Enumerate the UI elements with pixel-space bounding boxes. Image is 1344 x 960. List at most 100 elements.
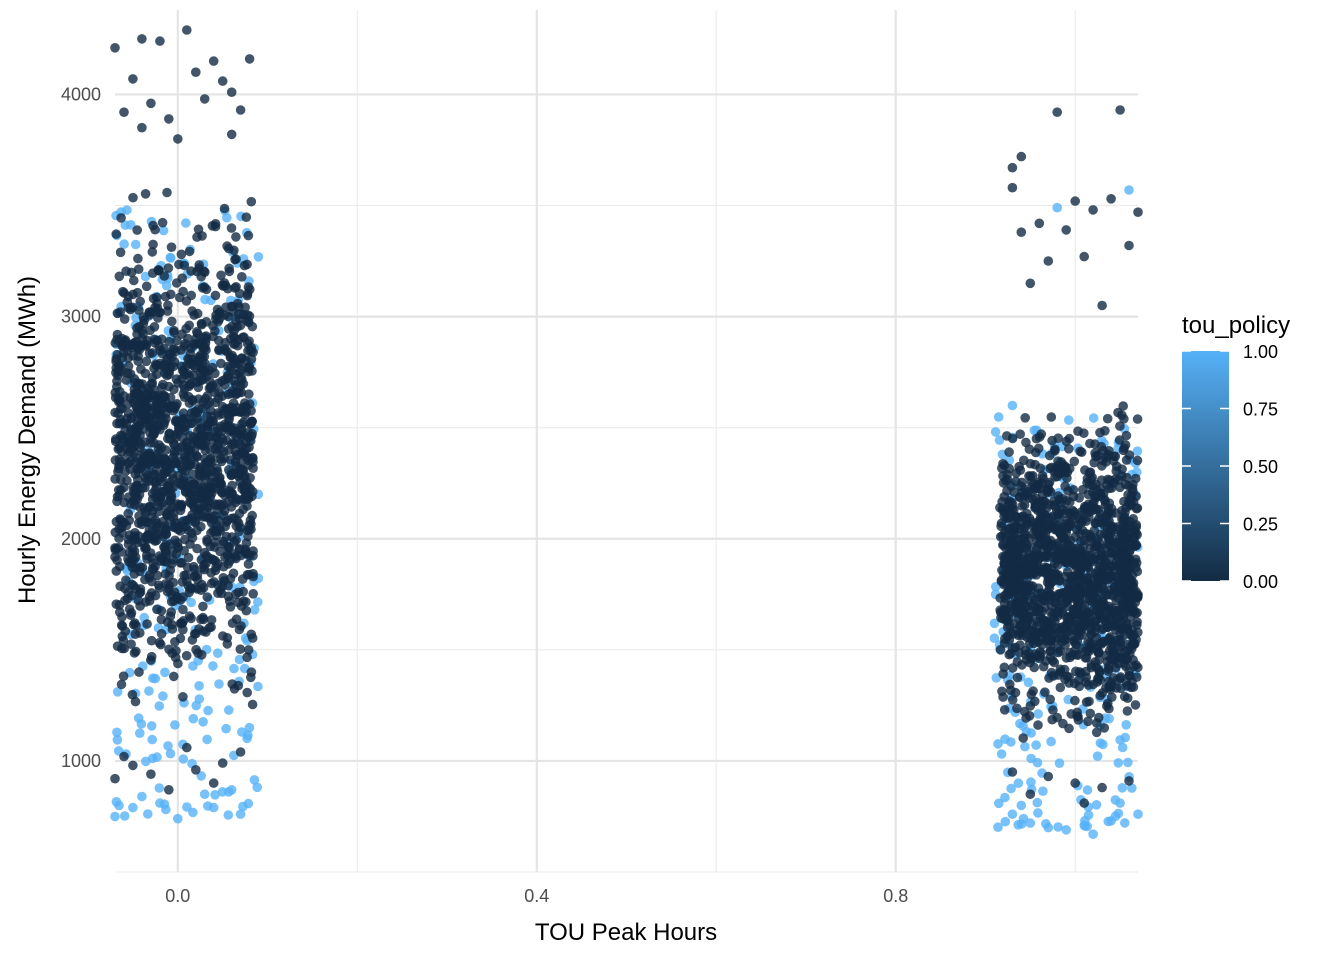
scatter-point-policy-0 — [161, 548, 171, 558]
scatter-point-policy-1 — [173, 813, 183, 824]
scatter-point-policy-0 — [227, 679, 237, 689]
scatter-point-policy-0 — [173, 478, 184, 488]
scatter-point-policy-0 — [1052, 623, 1062, 633]
scatter-point-policy-0 — [161, 414, 171, 424]
scatter-point-policy-0 — [1064, 444, 1074, 454]
scatter-point-policy-0 — [180, 534, 190, 545]
scatter-point-policy-0 — [1103, 664, 1114, 674]
scatter-point-policy-0 — [166, 289, 176, 300]
scatter-point-policy-0 — [116, 213, 126, 223]
scatter-point-policy-0 — [1099, 723, 1110, 733]
scatter-point-policy-0 — [185, 348, 196, 359]
scatter-point-policy-0 — [1127, 632, 1138, 642]
scatter-point-policy-0 — [146, 635, 157, 646]
scatter-point-policy-0 — [110, 43, 120, 53]
scatter-point-policy-0 — [1025, 278, 1036, 289]
scatter-point-policy-0 — [174, 500, 184, 511]
scatter-point-policy-0 — [220, 521, 230, 532]
scatter-point-policy-0 — [1025, 701, 1036, 711]
scatter-point-policy-0 — [208, 380, 218, 391]
scatter-point-policy-0 — [231, 553, 241, 564]
scatter-point-policy-0 — [1118, 514, 1129, 525]
scatter-point-policy-0 — [1027, 619, 1038, 630]
scatter-point-policy-0 — [1061, 436, 1072, 447]
legend-tick-label: 0.00 — [1243, 572, 1278, 592]
scatter-point-policy-0 — [1130, 554, 1141, 565]
legend-title: tou_policy — [1182, 312, 1290, 339]
scatter-point-policy-0 — [117, 433, 128, 444]
scatter-point-policy-0 — [1015, 429, 1025, 440]
scatter-point-policy-0 — [167, 619, 177, 630]
scatter-point-policy-0 — [1120, 479, 1131, 490]
scatter-point-policy-0 — [175, 633, 186, 644]
scatter-point-policy-0 — [1086, 533, 1097, 543]
scatter-point-policy-1 — [137, 791, 147, 802]
scatter-point-policy-0 — [132, 480, 142, 491]
scatter-point-policy-0 — [1069, 587, 1079, 597]
scatter-point-policy-0 — [222, 241, 232, 251]
scatter-point-policy-1 — [1106, 816, 1116, 826]
scatter-point-policy-0 — [1073, 650, 1083, 660]
x-tick-label: 0.4 — [524, 886, 549, 906]
scatter-point-policy-0 — [995, 645, 1006, 655]
scatter-point-policy-0 — [117, 631, 128, 642]
scatter-point-policy-0 — [1055, 528, 1065, 539]
scatter-point-policy-0 — [1113, 407, 1123, 418]
scatter-point-policy-0 — [128, 74, 138, 84]
scatter-point-policy-0 — [1048, 671, 1059, 681]
scatter-point-policy-0 — [1081, 697, 1092, 707]
scatter-point-policy-0 — [191, 628, 201, 639]
scatter-point-policy-0 — [119, 751, 129, 762]
scatter-point-policy-0 — [191, 644, 201, 655]
scatter-point-policy-0 — [118, 671, 129, 681]
scatter-point-policy-0 — [192, 308, 203, 319]
scatter-point-policy-0 — [1097, 782, 1107, 793]
scatter-point-policy-1 — [154, 701, 165, 711]
scatter-point-policy-0 — [1094, 655, 1104, 665]
axis-ticks: 1000 2000 3000 4000 0.0 0.4 0.8 — [61, 84, 908, 906]
scatter-point-policy-1 — [1115, 798, 1125, 808]
scatter-point-policy-0 — [148, 564, 159, 575]
scatter-point-policy-0 — [1052, 107, 1062, 117]
scatter-point-policy-0 — [129, 546, 140, 557]
scatter-point-policy-0 — [208, 778, 219, 788]
scatter-point-policy-1 — [1132, 446, 1143, 457]
scatter-point-policy-0 — [1043, 771, 1054, 782]
scatter-point-policy-0 — [181, 323, 191, 334]
scatter-point-policy-0 — [1130, 700, 1141, 710]
scatter-point-policy-0 — [156, 629, 167, 639]
scatter-point-policy-0 — [226, 223, 237, 233]
scatter-point-policy-0 — [210, 290, 221, 301]
scatter-point-policy-0 — [140, 574, 150, 585]
scatter-point-policy-0 — [157, 497, 168, 508]
scatter-point-policy-0 — [235, 320, 246, 331]
scatter-point-policy-0 — [1007, 433, 1018, 444]
scatter-point-policy-1 — [1038, 786, 1048, 796]
scatter-point-policy-0 — [1054, 512, 1064, 522]
scatter-point-policy-0 — [1016, 565, 1026, 576]
scatter-point-policy-0 — [220, 552, 230, 563]
scatter-point-policy-0 — [126, 608, 137, 618]
scatter-point-policy-0 — [243, 645, 254, 655]
scatter-point-policy-0 — [246, 196, 257, 207]
scatter-point-policy-0 — [1069, 456, 1080, 467]
scatter-point-policy-0 — [141, 356, 152, 367]
scatter-point-policy-0 — [201, 333, 212, 344]
scatter-point-policy-0 — [112, 308, 123, 319]
scatter-point-policy-0 — [244, 550, 255, 561]
scatter-point-policy-0 — [116, 679, 127, 690]
scatter-point-policy-0 — [147, 348, 158, 358]
scatter-point-policy-0 — [1081, 666, 1091, 677]
scatter-point-policy-0 — [193, 432, 204, 443]
scatter-point-policy-0 — [235, 381, 246, 391]
scatter-point-policy-1 — [996, 749, 1007, 759]
scatter-point-policy-1 — [1046, 736, 1056, 747]
scatter-point-policy-1 — [994, 798, 1004, 809]
scatter-point-policy-0 — [112, 555, 122, 565]
scatter-point-policy-0 — [1004, 512, 1015, 523]
scatter-point-policy-0 — [115, 581, 125, 591]
scatter-point-policy-1 — [114, 800, 124, 811]
scatter-point-policy-1 — [161, 280, 172, 291]
scatter-point-policy-0 — [1055, 682, 1066, 693]
scatter-point-policy-0 — [1020, 645, 1031, 656]
